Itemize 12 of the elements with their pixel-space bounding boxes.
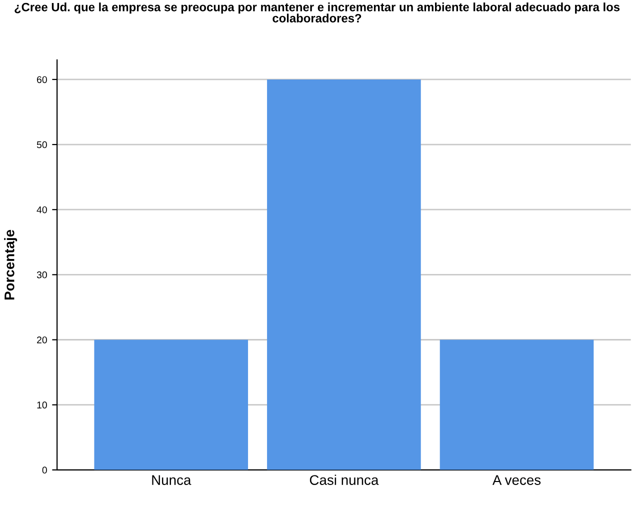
x-tick-label: A veces <box>492 475 541 485</box>
y-tick-label: 40 <box>36 206 47 214</box>
y-tick-label: 50 <box>36 141 47 148</box>
y-tick-label: 0 <box>42 466 47 474</box>
y-tick-label: 20 <box>37 336 47 344</box>
y-axis-title: Porcentaje <box>4 230 18 300</box>
y-tick-label: 30 <box>36 271 47 278</box>
y-tick-label: 10 <box>37 402 47 408</box>
x-tick-label: Nunca <box>152 475 192 485</box>
chart-title: ¿Cree Ud. que la empresa se preocupa por mantener e incrementar un ambiente laboral adecuado para los colaboradores? <box>14 2 620 22</box>
y-tick-label: 60 <box>37 76 47 84</box>
x-tick-label: Casi nunca <box>310 474 379 485</box>
